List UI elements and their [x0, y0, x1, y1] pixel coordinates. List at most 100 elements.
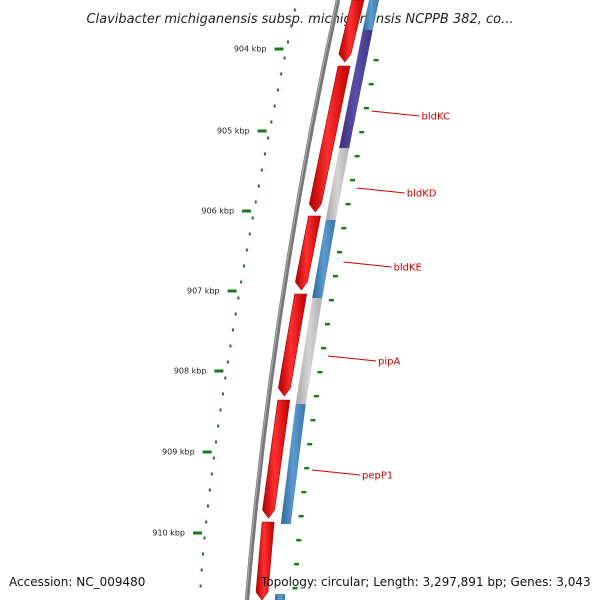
cds-arrow [295, 215, 321, 291]
major-tick [257, 129, 267, 133]
minor-tick [229, 344, 232, 348]
outer-tick [324, 323, 330, 326]
minor-tick [234, 312, 237, 316]
outer-tick [313, 395, 319, 398]
minor-tick [199, 584, 202, 588]
tick-label: 908 kbp [174, 367, 207, 376]
outer-tick [321, 347, 327, 350]
minor-tick [202, 552, 205, 556]
outer-tick [317, 371, 323, 374]
cds-arrow [338, 0, 365, 63]
minor-tick [221, 392, 224, 396]
outer-tick [292, 587, 298, 590]
minor-tick [293, 8, 296, 12]
backbone-ring-highlight [245, 0, 338, 600]
outer-tick [337, 251, 343, 254]
gene-leader-line [371, 110, 420, 117]
feature-block [295, 298, 323, 404]
major-tick [274, 47, 284, 51]
feature-track [275, 0, 379, 600]
minor-tick [212, 456, 215, 460]
minor-tick [263, 152, 266, 156]
minor-tick [248, 232, 251, 236]
feature-block [280, 404, 306, 524]
feature-block [312, 220, 336, 298]
outer-tick [304, 467, 310, 470]
feature-block [275, 594, 286, 600]
outer-tick [307, 443, 313, 446]
outer-tick [368, 83, 374, 86]
minor-tick [210, 472, 213, 476]
outer-tick [359, 131, 365, 134]
tick-label: 910 kbp [152, 529, 185, 538]
major-tick [202, 450, 212, 454]
minor-tick [290, 24, 293, 28]
minor-tick [219, 408, 222, 412]
minor-tick [215, 440, 218, 444]
outer-tick [341, 227, 347, 230]
gene-label: pepP1 [362, 471, 393, 482]
minor-tick [208, 488, 211, 492]
tick-labels: 904 kbp 905 kbp 906 kbp 907 kbp 908 kbp 909 k… [152, 45, 266, 538]
major-tick [193, 531, 203, 535]
feature-block [325, 148, 350, 220]
major-tick [214, 369, 224, 373]
minor-tick [286, 40, 289, 44]
cds-arrow [278, 293, 308, 397]
minor-tick [254, 200, 257, 204]
outer-tick [298, 515, 304, 518]
outer-tick [345, 203, 351, 206]
gene-label: bldKE [393, 263, 421, 274]
minor-tick [267, 136, 270, 140]
gene-leader-line [311, 469, 361, 476]
feature-block [339, 30, 373, 148]
feature-block [362, 0, 379, 30]
tick-dots [199, 8, 296, 588]
tick-label: 904 kbp [234, 45, 267, 54]
minor-tick [206, 504, 209, 508]
outer-tick [294, 563, 300, 566]
cds-arrow [255, 521, 275, 600]
tick-label: 909 kbp [162, 448, 195, 457]
gene-leader-line [328, 355, 377, 362]
tick-label: 906 kbp [201, 207, 234, 216]
outer-tick [328, 299, 334, 302]
tick-label: 905 kbp [217, 127, 250, 136]
major-tick [227, 289, 237, 293]
minor-tick [260, 168, 263, 172]
minor-tick [205, 520, 208, 524]
gene-label: bldKC [422, 112, 450, 123]
minor-tick [224, 376, 227, 380]
minor-tick [200, 568, 203, 572]
minor-tick [226, 360, 229, 364]
minor-tick [283, 56, 286, 60]
major-tick [242, 209, 252, 213]
minor-tick [232, 328, 235, 332]
gene-label: pipA [378, 357, 400, 368]
outer-tick [354, 155, 360, 158]
outer-tick [363, 107, 369, 110]
minor-tick [217, 424, 220, 428]
accession-text: Accession: NC_009480 [9, 575, 145, 589]
genome-summary-text: Topology: circular; Length: 3,297,891 bp… [260, 575, 591, 589]
gene-labels: bldKC bldKD bldKE pipA pepP1 [311, 110, 450, 482]
cds-track [255, 0, 365, 600]
minor-tick [240, 280, 243, 284]
minor-tick [280, 72, 283, 76]
tick-label: 907 kbp [187, 287, 220, 296]
minor-tick [203, 536, 206, 540]
gene-label: bldKD [407, 189, 437, 200]
minor-tick [245, 248, 248, 252]
outer-tick [301, 491, 307, 494]
minor-tick [270, 120, 273, 124]
gene-leader-line [343, 261, 392, 268]
minor-tick [237, 296, 240, 300]
minor-tick [273, 104, 276, 108]
cds-arrow [308, 65, 351, 213]
minor-tick [242, 264, 245, 268]
cds-arrow [262, 399, 291, 519]
minor-tick [257, 184, 260, 188]
minor-tick [251, 216, 254, 220]
outer-tick [332, 275, 338, 278]
